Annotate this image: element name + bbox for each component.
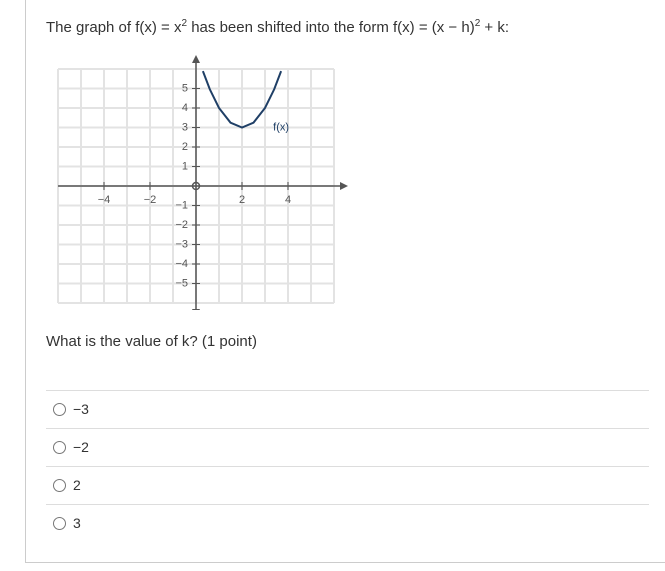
y-tick-label: 4	[182, 102, 188, 114]
y-tick-label: 2	[182, 141, 188, 153]
question-card: The graph of f(x) = x2 has been shifted …	[25, 0, 665, 563]
arrow	[192, 309, 200, 310]
graph: −4 −2 2 4 −5 −4 −3 −2 −1 1 2 3 4 5 f(x)	[57, 55, 348, 310]
x-tick-label: 4	[285, 194, 291, 206]
option[interactable]: 2	[46, 466, 649, 505]
prompt-text: has been shifted into the form f(x) = (x…	[187, 19, 475, 36]
radio-button[interactable]	[53, 441, 66, 454]
arrow	[192, 55, 200, 63]
curve	[201, 70, 283, 129]
y-tick-label: −3	[175, 238, 188, 250]
y-tick-label: −5	[175, 277, 188, 289]
y-tick-label: 5	[182, 82, 188, 94]
exponent: 2	[474, 18, 481, 29]
option-label: −3	[73, 401, 89, 417]
option-label: −2	[73, 439, 89, 455]
y-tick-label: −4	[175, 258, 188, 270]
y-tick-label: −1	[175, 199, 188, 211]
option-label: 3	[73, 515, 81, 531]
prompt: The graph of f(x) = x2 has been shifted …	[46, 18, 509, 36]
curve-label: f(x)	[273, 121, 289, 133]
prompt-text: The graph of f(x) = x	[46, 19, 182, 36]
option[interactable]: −3	[46, 390, 649, 429]
y-tick-label: −2	[175, 219, 188, 231]
origin	[191, 181, 201, 191]
radio-button[interactable]	[53, 479, 66, 492]
x-tick-label: 2	[239, 194, 245, 206]
exponent: 2	[181, 18, 188, 29]
x-tick-label: −2	[144, 194, 157, 206]
y-tick-label: 3	[182, 121, 188, 133]
prompt-text: + k:	[480, 19, 510, 36]
radio-button[interactable]	[53, 517, 66, 530]
y-tick-label: 1	[182, 160, 188, 172]
question: What is the value of k? (1 point)	[46, 333, 257, 350]
x-tick-label: −4	[98, 194, 111, 206]
radio-button[interactable]	[53, 403, 66, 416]
option[interactable]: −2	[46, 428, 649, 467]
arrow	[340, 182, 348, 190]
option[interactable]: 3	[46, 504, 649, 543]
option-label: 2	[73, 477, 81, 493]
